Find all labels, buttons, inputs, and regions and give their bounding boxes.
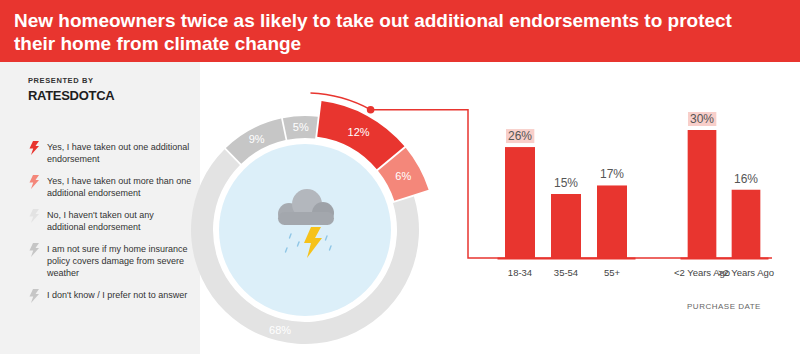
connector-arc xyxy=(310,93,370,110)
text-line: I am not sure if my home insurance xyxy=(47,244,188,254)
text-line: Yes, I have taken out more than one xyxy=(47,176,191,186)
donut: 12% 6% 68% 9% 5% xyxy=(191,101,429,344)
data-label: 12% xyxy=(348,126,370,138)
legend-icon xyxy=(30,141,40,155)
text-line: Yes, I have taken out one additional xyxy=(47,142,189,152)
x-tick-label: >2 Years Ago xyxy=(718,267,774,278)
data-label: 5% xyxy=(293,121,309,133)
rain-drop xyxy=(330,246,332,250)
legend-icon xyxy=(30,175,40,189)
data-label: 16% xyxy=(734,172,758,186)
connector-line xyxy=(371,110,772,258)
data-label-group: 30% xyxy=(688,112,716,126)
title-banner xyxy=(0,0,800,62)
cloud-part xyxy=(278,212,334,225)
data-label-group: 26% xyxy=(506,129,534,143)
legend-entry: Yes, I have taken out one additional endo… xyxy=(47,142,189,164)
legend-icon xyxy=(30,289,40,303)
connector xyxy=(310,93,772,258)
background xyxy=(0,0,800,354)
text-line: additional endorsement xyxy=(47,222,141,232)
side-panel xyxy=(0,62,200,354)
data-label-group: 17% xyxy=(600,167,624,181)
data-label: 9% xyxy=(249,133,265,145)
text-line: their home from climate change xyxy=(14,33,301,54)
lightning xyxy=(304,227,322,258)
title: New homeowners twice as likely to take o… xyxy=(14,10,733,54)
chart-root: New homeowners twice as likely to take o… xyxy=(0,0,800,354)
text-line: I don't know / I prefer not to answer xyxy=(47,290,187,300)
data-labels: 30% 16% xyxy=(688,112,758,186)
data-label: 15% xyxy=(554,176,578,190)
legend: Yes, I have taken out one additional endo… xyxy=(30,141,192,303)
rain-drop xyxy=(298,242,300,246)
rain-drop xyxy=(326,236,328,240)
bar xyxy=(505,147,535,258)
legend-icon xyxy=(30,209,40,223)
data-label: 17% xyxy=(600,167,624,181)
label-highlight xyxy=(506,129,534,143)
donut-slice xyxy=(378,148,429,201)
bars xyxy=(505,147,627,258)
rain-drop xyxy=(290,234,292,238)
data-label: 30% xyxy=(690,112,714,126)
bar xyxy=(688,130,717,258)
label-highlight xyxy=(688,112,716,126)
x-tick: 18-34 xyxy=(508,258,532,278)
legend-entry: I am not sure if my home insurance policy… xyxy=(46,244,188,278)
legend-entry: Yes, I have taken out more than one addit… xyxy=(47,176,191,198)
data-label: 26% xyxy=(508,129,532,143)
rain-drop xyxy=(286,248,288,252)
text-line: weather xyxy=(46,268,79,278)
legend-entry: No, I haven't taken out any additional en… xyxy=(47,210,154,232)
x-tick: 35-54 xyxy=(554,258,578,278)
text-line: additional endorsement xyxy=(47,188,141,198)
data-label-group: 15% xyxy=(554,176,578,190)
x-tick-label: 18-34 xyxy=(508,267,532,278)
connector-dot xyxy=(367,106,375,114)
bar xyxy=(732,190,761,258)
brand: RATESDOTCA xyxy=(28,88,115,103)
bars xyxy=(688,130,761,258)
x-axis: <2 Years Ago>2 Years Ago xyxy=(674,258,774,278)
text-line: policy covers damage from severe xyxy=(47,256,184,266)
cloud-icon xyxy=(278,189,334,258)
x-tick-label: 55+ xyxy=(604,267,621,278)
text-line: No, I haven't taken out any xyxy=(47,210,154,220)
bar xyxy=(551,194,581,258)
x-axis: 18-34 35-54 55+ xyxy=(498,258,636,278)
text-line: New homeowners twice as likely to take o… xyxy=(14,10,733,31)
data-label: 6% xyxy=(395,170,411,182)
text-line: endorsement xyxy=(47,154,100,164)
presented-by: PRESENTED BY xyxy=(28,76,94,85)
legend-icon xyxy=(30,243,40,257)
x-axis-title: PURCHASE DATE xyxy=(687,302,761,311)
data-label-group: 16% xyxy=(734,172,758,186)
data-labels: 26% 15% 17% xyxy=(506,129,624,190)
canvas-svg: New homeowners twice as likely to take o… xyxy=(0,0,800,354)
x-tick: 55+ xyxy=(604,258,621,278)
legend-entry: I don't know / I prefer not to answer xyxy=(47,290,187,300)
center-circle xyxy=(219,144,391,316)
x-tick: >2 Years Ago xyxy=(718,258,774,278)
bar xyxy=(597,185,627,258)
donut-slice xyxy=(283,116,318,140)
data-label: 68% xyxy=(269,324,291,336)
x-tick-label: 35-54 xyxy=(554,267,578,278)
